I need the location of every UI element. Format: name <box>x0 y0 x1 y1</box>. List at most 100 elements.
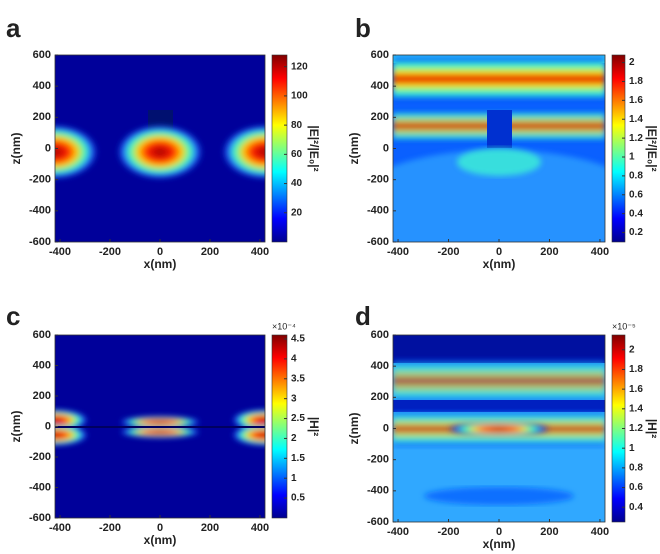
panel-label: b <box>355 13 371 43</box>
y-tick-label: -200 <box>367 174 389 186</box>
y-tick-label: -200 <box>367 454 389 466</box>
x-tick-label: -400 <box>49 522 71 534</box>
x-axis-label: x(nm) <box>483 537 516 551</box>
panel-label: a <box>6 13 21 43</box>
field-map <box>393 335 605 522</box>
y-tick-label: 600 <box>33 329 51 341</box>
x-axis-label: x(nm) <box>483 257 516 271</box>
y-tick-label: 600 <box>371 49 389 61</box>
colorbar-tick-label: 80 <box>291 120 303 131</box>
colorbar-tick-label: 60 <box>291 149 303 160</box>
colorbar-tick-label: 1.8 <box>629 76 643 87</box>
x-tick-label: 200 <box>540 246 558 258</box>
colorbar-tick-label: 1.2 <box>629 133 643 144</box>
colorbar-tick-label: 1.4 <box>629 114 643 125</box>
y-tick-label: 0 <box>45 142 51 154</box>
y-tick-label: 600 <box>371 329 389 341</box>
colorbar-tick-label: 2.5 <box>291 413 305 424</box>
colorbar-tick-label: 4.5 <box>291 334 305 345</box>
y-tick-label: 200 <box>33 390 51 402</box>
colorbar-tick-label: 0.8 <box>629 171 643 182</box>
y-tick-label: -400 <box>29 481 51 493</box>
y-tick-label: -400 <box>29 205 51 217</box>
x-tick-label: -400 <box>387 526 409 538</box>
colorbar-tick-label: 4 <box>291 354 297 365</box>
panel-label: d <box>355 301 371 331</box>
colorbar-tick-label: 1.4 <box>629 403 643 414</box>
y-tick-label: 200 <box>371 111 389 123</box>
colorbar-tick-label: 1.6 <box>629 384 643 395</box>
y-tick-label: 200 <box>371 391 389 403</box>
colorbar-tick-label: 3 <box>291 393 297 404</box>
colorbar-tick-label: 1 <box>629 443 635 454</box>
x-tick-label: -200 <box>99 522 121 534</box>
colorbar-tick-label: 2 <box>291 433 297 444</box>
y-axis-label: z(nm) <box>9 133 23 165</box>
x-tick-label: 400 <box>251 246 269 258</box>
colorbar-tick-label: 0.6 <box>629 189 643 200</box>
x-tick-label: -200 <box>438 246 460 258</box>
y-tick-label: 400 <box>33 359 51 371</box>
colorbar-tick-label: 1.5 <box>291 453 305 464</box>
y-tick-label: -600 <box>367 516 389 528</box>
x-tick-label: 0 <box>157 246 163 258</box>
y-tick-label: 0 <box>383 422 389 434</box>
colorbar-tick-label: 1.6 <box>629 95 643 106</box>
colorbar-tick-label: 0.4 <box>629 502 643 513</box>
colorbar-tick-label: 0.6 <box>629 482 643 493</box>
x-tick-label: 0 <box>496 526 502 538</box>
y-tick-label: -600 <box>367 236 389 248</box>
x-tick-label: 400 <box>591 246 609 258</box>
colorbar-tick-label: 3.5 <box>291 373 305 384</box>
colorbar-tick-label: 2 <box>629 57 635 68</box>
y-tick-label: -200 <box>29 174 51 186</box>
colorbar-tick-label: 0.5 <box>291 493 305 504</box>
colorbar-tick-label: 0.4 <box>629 208 643 219</box>
colorbar-tick-label: 1.8 <box>629 364 643 375</box>
colorbar <box>611 54 626 243</box>
x-tick-label: 200 <box>201 522 219 534</box>
colorbar-scale-label: ×10⁻⁵ <box>612 321 636 331</box>
colorbar-label: |H|² <box>645 419 659 438</box>
y-axis-label: z(nm) <box>347 133 361 165</box>
x-tick-label: 400 <box>591 526 609 538</box>
colorbar-label: |E|²/|E₀|² <box>645 125 659 171</box>
colorbar-tick-label: 2 <box>629 344 635 355</box>
x-tick-label: -400 <box>49 246 71 258</box>
y-tick-label: -200 <box>29 451 51 463</box>
field-map <box>393 55 605 242</box>
panel-label: c <box>6 301 20 331</box>
x-tick-label: 200 <box>540 526 558 538</box>
x-tick-label: 200 <box>201 246 219 258</box>
y-tick-label: 600 <box>33 49 51 61</box>
colorbar-tick-label: 1 <box>291 473 297 484</box>
colorbar <box>271 334 288 519</box>
y-tick-label: 0 <box>45 420 51 432</box>
x-tick-label: 0 <box>157 522 163 534</box>
x-tick-label: -200 <box>438 526 460 538</box>
y-tick-label: -400 <box>367 485 389 497</box>
colorbar-tick-label: 1 <box>629 152 635 163</box>
x-tick-label: 0 <box>496 246 502 258</box>
field-map <box>55 335 265 518</box>
x-tick-label: 400 <box>251 522 269 534</box>
y-tick-label: -600 <box>29 236 51 248</box>
y-tick-label: -600 <box>29 512 51 524</box>
y-tick-label: 200 <box>33 111 51 123</box>
colorbar-tick-label: 0.2 <box>629 227 643 238</box>
colorbar-tick-label: 1.2 <box>629 423 643 434</box>
x-tick-label: -400 <box>387 246 409 258</box>
y-tick-label: 400 <box>371 80 389 92</box>
y-tick-label: 400 <box>33 80 51 92</box>
colorbar-label: |H|² <box>307 417 321 436</box>
colorbar-label: |E|²/|E₀|² <box>307 125 321 171</box>
x-axis-label: x(nm) <box>144 533 177 547</box>
y-axis-label: z(nm) <box>9 411 23 443</box>
colorbar-tick-label: 20 <box>291 207 303 218</box>
y-tick-label: 0 <box>383 142 389 154</box>
y-tick-label: 400 <box>371 360 389 372</box>
colorbar-tick-label: 120 <box>291 61 308 72</box>
y-tick-label: -400 <box>367 205 389 217</box>
colorbar-scale-label: ×10⁻⁴ <box>272 321 296 331</box>
